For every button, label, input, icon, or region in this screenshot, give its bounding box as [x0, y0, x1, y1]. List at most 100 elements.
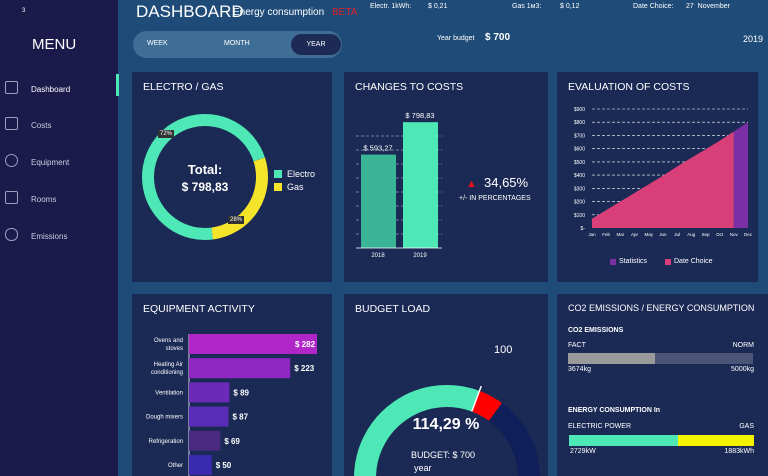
donut-slice-gas: [211, 157, 268, 240]
bar-label: $ 593,27: [363, 144, 392, 153]
bar-2018: [361, 154, 396, 248]
gas-value: $ 0,12: [560, 3, 580, 10]
gas-label: Gas 1м3:: [512, 3, 542, 10]
equipment-label: Ventilation: [155, 390, 183, 396]
budget-caption-year: year: [414, 463, 432, 473]
panel-title: EQUIPMENT ACTIVITY: [143, 303, 255, 315]
bar-2019: [403, 122, 438, 248]
menu-title: MENU: [32, 36, 77, 53]
co2-title: CO2 EMISSIONS: [568, 327, 624, 334]
y-tick-label: $800: [574, 120, 585, 126]
electr-value: $ 0,21: [428, 3, 448, 10]
page-subtitle: Energy consumption: [233, 7, 325, 18]
gauge-remaining: [488, 402, 540, 476]
electro-pct-label: 72%: [158, 130, 175, 138]
x-tick-label: Dec: [744, 232, 753, 237]
norm-label: NORM: [732, 342, 754, 349]
y-tick-label: $500: [574, 160, 585, 166]
equipment-value: $ 50: [216, 461, 232, 470]
y-tick-label: $700: [574, 133, 585, 139]
equipment-value: $ 69: [224, 437, 240, 446]
room-icon: [5, 191, 18, 204]
equipment-label: Ovens and stoves: [154, 338, 183, 352]
y-tick-label: $-: [581, 226, 586, 232]
gas-pct-label: 28%: [228, 216, 245, 224]
budget-panel: BUDGET LOAD 100 114,29 % BUDGET: $ 700 y…: [344, 294, 548, 476]
budget-load-value: 114,29 %: [412, 416, 480, 433]
period-month[interactable]: MONTH: [224, 40, 250, 47]
equipment-value: $ 89: [233, 388, 249, 397]
donut-slice-electro: [142, 114, 265, 240]
beta-badge: BETA: [332, 7, 358, 18]
cloud-co2-icon: [5, 228, 18, 241]
date-value[interactable]: 27 November: [686, 3, 730, 10]
change-caption: +/- IN PERCENTAGES: [459, 195, 531, 202]
gauge-marker-label: 100: [494, 344, 513, 356]
x-tick-label: Aug: [687, 232, 696, 237]
equipment-bar: [189, 334, 317, 354]
x-tick-label: May: [644, 232, 653, 237]
electro-gas-panel: ELECTRO / GAS Total: $ 798,83 Electro Ga…: [132, 72, 332, 282]
x-tick-label: Feb: [602, 232, 610, 237]
total-label: Total:: [187, 162, 223, 177]
legend-electro-swatch: [274, 170, 282, 178]
co2-panel: CO2 EMISSIONS / ENERGY CONSUMPTION CO2 E…: [557, 294, 768, 476]
x-tick-label: 2018: [371, 253, 385, 259]
electr-label: Electr. 1kWh:: [370, 3, 412, 10]
donut-chart: [142, 114, 268, 240]
equipment-value: $ 282: [295, 340, 316, 349]
budget-caption: BUDGET: $ 700: [411, 450, 476, 460]
period-year[interactable]: YEAR: [291, 34, 341, 55]
sidebar: 3 MENU Dashboard Costs Equipment Rooms E…: [0, 0, 119, 476]
legend-statistics-swatch: [610, 259, 616, 265]
gauge-over: [471, 390, 502, 421]
electric-label: ELECTRIC POWER: [568, 423, 632, 430]
equipment-bar: [189, 430, 221, 451]
x-tick-label: 2019: [413, 253, 427, 259]
x-tick-label: Jan: [588, 232, 596, 237]
x-tick-label: Jun: [659, 232, 667, 237]
energy-bar: [569, 435, 754, 446]
gas-label: GAS: [739, 423, 754, 430]
sidebar-item-equipment[interactable]: Equipment: [0, 147, 118, 177]
equipment-value: $ 87: [232, 413, 248, 422]
year-label: 2019: [743, 34, 764, 44]
equipment-bar: [189, 406, 229, 427]
panel-title: EVALUATION OF COSTS: [568, 81, 690, 93]
period-week[interactable]: WEEK: [147, 40, 168, 47]
electric-value: 2729kW: [570, 448, 596, 455]
area-date-choice: [592, 131, 734, 228]
co2-bar-fill: [568, 353, 655, 364]
sidebar-item-costs[interactable]: Costs: [0, 110, 118, 140]
change-pct: 34,65%: [484, 175, 529, 190]
equipment-bar: [189, 455, 212, 475]
panel-title: BUDGET LOAD: [355, 303, 431, 315]
fact-label: FACT: [568, 342, 586, 349]
budget-value: $ 700: [485, 32, 511, 43]
legend-date-choice-swatch: [665, 259, 671, 265]
gauge-fill: [354, 385, 480, 476]
x-tick-label: Jul: [674, 232, 680, 237]
legend-gas: Gas: [287, 182, 304, 192]
equipment-label: Dough mixers: [146, 415, 183, 421]
x-tick-label: Nov: [730, 232, 739, 237]
sidebar-item-emissions[interactable]: Emissions: [0, 221, 118, 251]
sidebar-item-dashboard[interactable]: Dashboard: [0, 74, 119, 104]
x-tick-label: Mar: [616, 232, 624, 237]
sidebar-item-rooms[interactable]: Rooms: [0, 184, 118, 214]
changes-chart: $ 593,27 2018 $ 798,83 2019: [356, 111, 442, 259]
equipment-label: Other: [168, 463, 183, 469]
lightbulb-icon: [5, 154, 18, 167]
energy-bar-electric: [569, 435, 679, 446]
period-toggle: WEEK MONTH YEAR: [133, 31, 342, 58]
fact-value: 3674kg: [568, 366, 591, 373]
panel-title: CO2 EMISSIONS / ENERGY CONSUMPTION: [568, 303, 755, 313]
legend-statistics: Statistics: [619, 258, 648, 265]
legend-gas-swatch: [274, 183, 282, 191]
y-tick-label: $400: [574, 173, 585, 179]
x-tick-label: Oct: [716, 232, 724, 237]
norm-value: 5000kg: [731, 366, 754, 373]
date-label: Date Choice:: [633, 3, 674, 10]
gas-value: 1883kWh: [724, 448, 754, 455]
equipment-label: Heating Air conditioning: [151, 362, 183, 376]
